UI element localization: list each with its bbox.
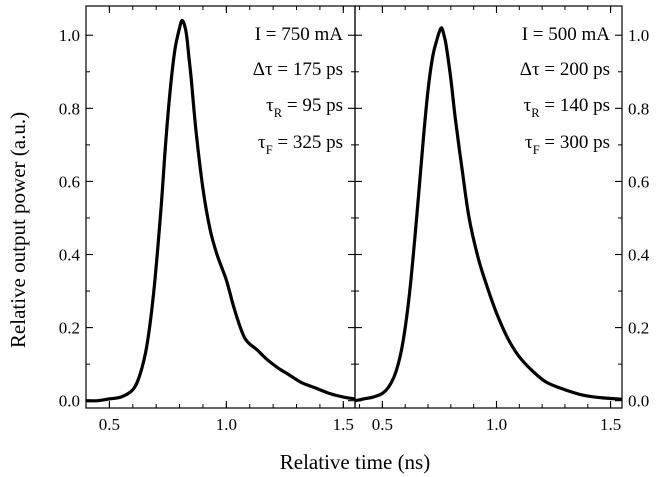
annotation-subscript: R — [274, 106, 283, 120]
plot-frame — [354, 5, 623, 409]
x-tick-label: 1.0 — [216, 415, 237, 434]
annotation-symbol: τ — [524, 95, 532, 116]
annotation-value: = 300 ps — [540, 132, 610, 153]
annotation: Δτ = 200 ps — [520, 59, 610, 80]
annotation-symbol: τ — [266, 95, 274, 116]
x-tick-label: 0.5 — [372, 415, 393, 434]
y-tick-label: 0.6 — [59, 172, 80, 191]
y-tick-label: 1.0 — [628, 26, 649, 45]
annotation: I = 750 mA — [255, 24, 344, 45]
y-tick-label: 0.0 — [59, 392, 80, 411]
x-tick-label: 1.5 — [600, 415, 621, 434]
annotation-subscript: R — [531, 106, 540, 120]
annotation-value: = 95 ps — [282, 95, 343, 116]
annotation: Δτ = 175 ps — [253, 59, 343, 80]
y-tick-label: 0.8 — [628, 99, 649, 118]
pulse-trace — [354, 26, 623, 403]
annotation-symbol: τ — [525, 132, 533, 153]
annotation-subscript: F — [533, 143, 540, 157]
annotation: τF = 325 ps — [258, 132, 343, 157]
y-tick-label: 0.0 — [628, 392, 649, 411]
annotation-value: = 140 ps — [540, 95, 610, 116]
y-tick-label: 1.0 — [59, 26, 80, 45]
pulse-trace — [85, 18, 356, 403]
y-tick-label: 0.6 — [628, 172, 649, 191]
annotation: τR = 140 ps — [524, 95, 610, 120]
x-tick-label: 1.0 — [486, 415, 507, 434]
annotation-subscript: F — [266, 143, 273, 157]
annotation: τF = 300 ps — [525, 132, 610, 157]
annotation: τR = 95 ps — [266, 95, 343, 120]
annotation: I = 500 mA — [522, 24, 611, 45]
annotation-value: = 325 ps — [273, 132, 343, 153]
right-panel: 0.5 1.0 1.5 0.0 0.2 0.4 0.6 0.8 1.0 I = 500 mA Δτ … — [354, 5, 650, 434]
y-tick-label: 0.2 — [59, 319, 80, 338]
y-axis-label: Relative output power (a.u.) — [6, 112, 30, 348]
y-tick-label: 0.4 — [59, 246, 81, 265]
y-tick-label: 0.2 — [628, 319, 649, 338]
annotation-symbol: τ — [258, 132, 266, 153]
x-tick-label: 1.5 — [333, 415, 354, 434]
y-tick-label: 0.8 — [59, 99, 80, 118]
x-tick-label: 0.5 — [99, 415, 120, 434]
left-panel: 0.5 1.0 1.5 0.0 0.2 0.4 0.6 0.8 1.0 I = 750 mA Δτ … — [59, 5, 356, 434]
x-axis-label: Relative time (ns) — [280, 450, 430, 474]
y-tick-label: 0.4 — [628, 246, 650, 265]
